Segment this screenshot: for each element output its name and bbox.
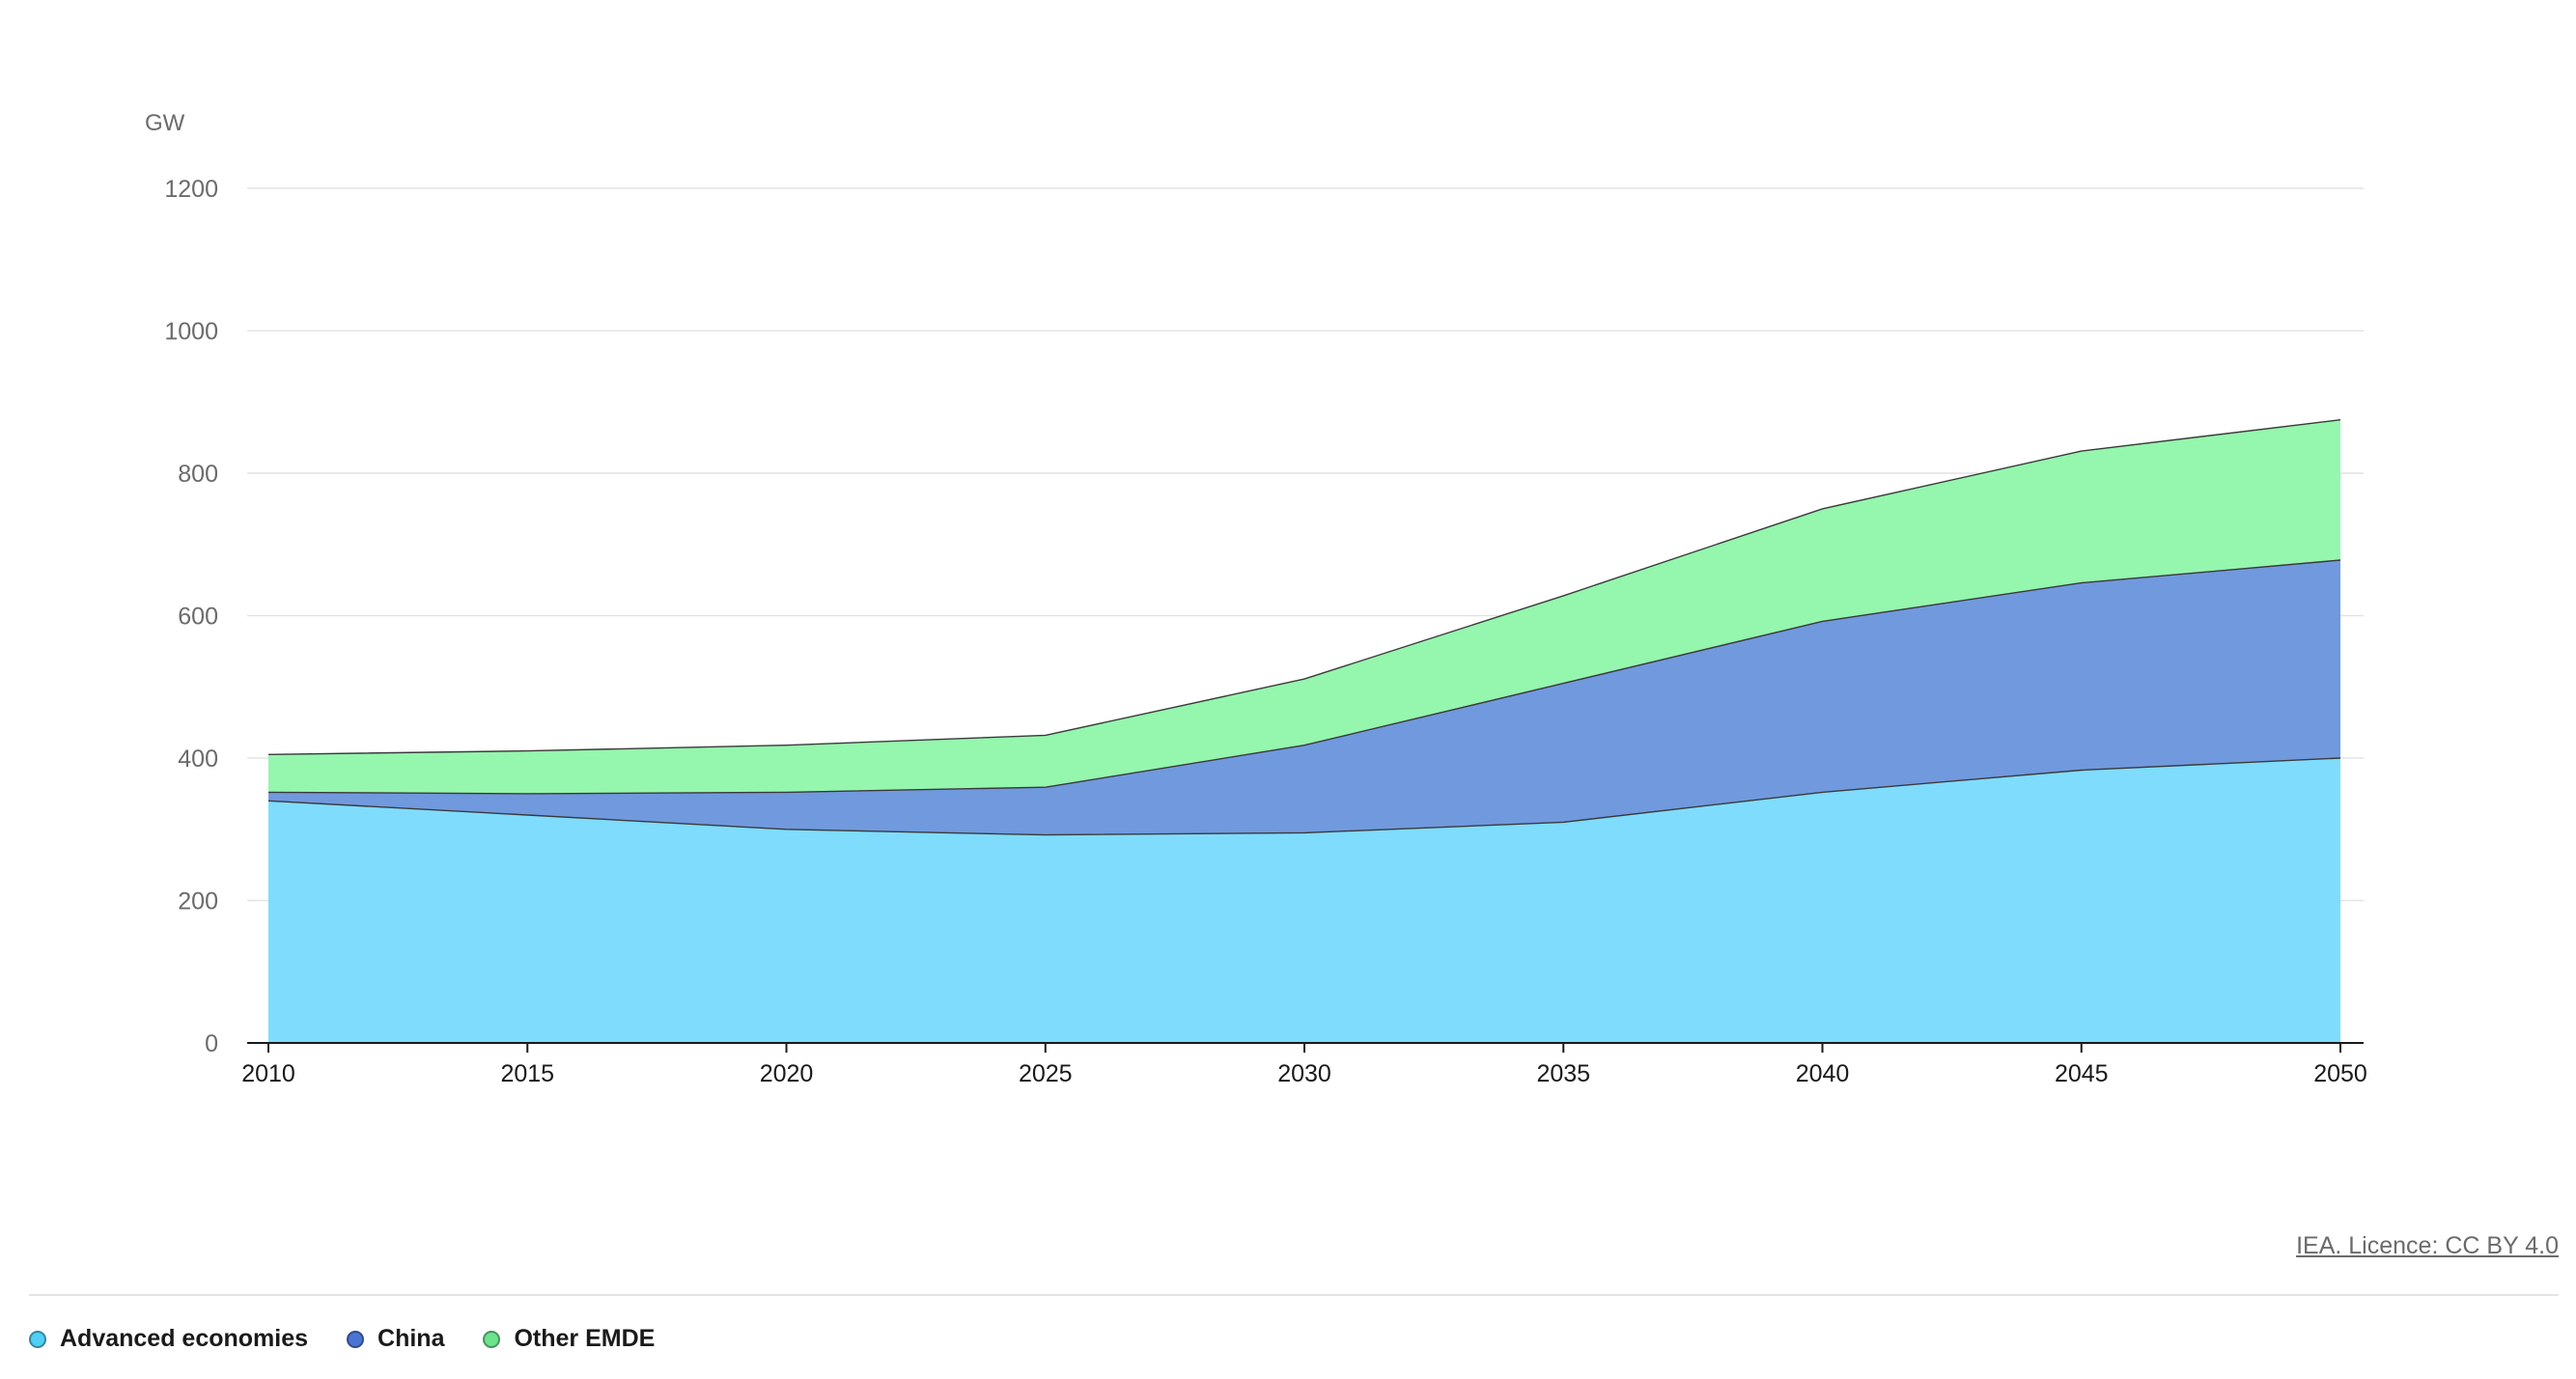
y-tick-label: 1200 [164, 176, 218, 203]
axes: 0 200 400 600 800 1000 1200 2010 2015 2020 2025 203… [164, 176, 2366, 1087]
legend-item-other-emde[interactable]: Other EMDE [483, 1325, 655, 1353]
legend-swatch-icon [29, 1330, 46, 1348]
legend: Advanced economies China Other EMDE [29, 1325, 655, 1353]
x-tick-label: 2045 [2055, 1060, 2109, 1087]
x-tick-label: 2010 [241, 1060, 295, 1087]
y-tick-label: 400 [178, 746, 218, 773]
legend-label: Advanced economies [60, 1325, 309, 1352]
legend-item-china[interactable]: China [347, 1325, 444, 1353]
x-tick-label: 2030 [1277, 1060, 1331, 1087]
y-tick-label: 0 [205, 1030, 218, 1057]
x-tick-label: 2035 [1536, 1060, 1590, 1087]
x-tick-label: 2050 [2313, 1060, 2367, 1087]
plot-areas [268, 419, 2340, 1043]
legend-divider [29, 1294, 2559, 1296]
y-tick-label: 1000 [164, 319, 218, 346]
legend-swatch-icon [483, 1330, 501, 1348]
legend-item-advanced-economies[interactable]: Advanced economies [29, 1325, 308, 1353]
area-china [268, 560, 2340, 835]
x-tick-label: 2015 [500, 1060, 554, 1087]
area-other-emde [268, 419, 2340, 794]
area-advanced-economies [268, 758, 2340, 1043]
x-tick-label: 2025 [1019, 1060, 1073, 1087]
x-tick-label: 2020 [760, 1060, 814, 1087]
line-advanced-economies [267, 757, 2341, 836]
y-tick-label: 600 [178, 604, 218, 631]
x-tick-label: 2040 [1796, 1060, 1850, 1087]
legend-label: Other EMDE [514, 1325, 656, 1352]
y-axis-unit-label: GW [145, 110, 185, 136]
legend-swatch-icon [347, 1330, 365, 1348]
y-tick-label: 800 [178, 461, 218, 488]
series-lines [267, 419, 2341, 836]
y-tick-label: 200 [178, 888, 218, 915]
legend-label: China [378, 1325, 445, 1352]
line-china [267, 559, 2341, 795]
line-other-emde [267, 419, 2341, 755]
licence-link[interactable]: IEA. Licence: CC BY 4.0 [2296, 1232, 2559, 1259]
